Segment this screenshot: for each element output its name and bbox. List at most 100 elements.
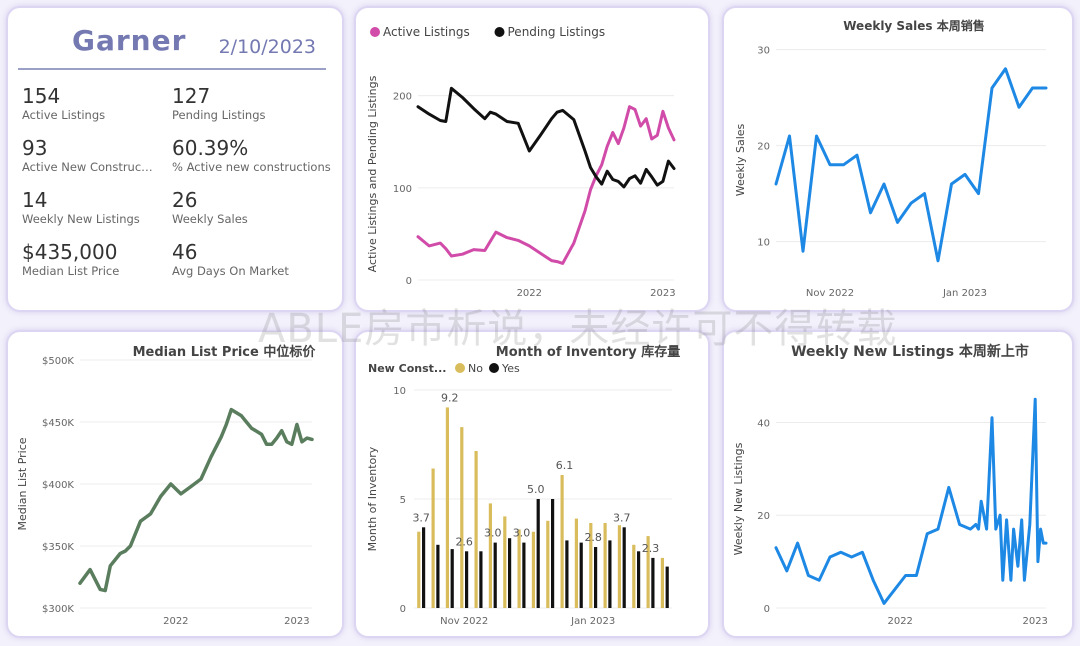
y-tick-label: 10 — [393, 386, 406, 397]
legend-label: Yes — [501, 362, 520, 375]
bar-yes — [608, 540, 612, 608]
data-label: 5.0 — [527, 483, 545, 496]
kpi-active-new-construction: 93 Active New Constructi... — [22, 136, 156, 174]
x-tick-label: Nov 2022 — [440, 616, 488, 627]
x-tick-label: 2023 — [650, 288, 675, 299]
kpi-pct-new-construction: 60.39% % Active new constructions — [172, 136, 338, 174]
y-tick-label: $300K — [42, 604, 74, 615]
bar-no — [503, 516, 507, 608]
x-tick-label: Jan 2023 — [570, 616, 615, 627]
data-label: 3.0 — [484, 527, 502, 540]
kpi-label: Median List Price — [22, 264, 120, 278]
active-pending-chart-card: 0 100 200 2022 2023 Active Listings and Pendi… — [354, 6, 710, 312]
y-axis-label: Median List Price — [16, 437, 29, 530]
weekly-new-listings-chart: 0 20 40 2022 2023 Weekly New Listings Weekly N… — [732, 343, 1048, 627]
bar-yes — [450, 549, 454, 608]
y-axis-label: Active Listings and Pending Listings — [366, 75, 379, 272]
legend-title: New Const... — [368, 362, 446, 375]
data-label: 9.2 — [441, 391, 459, 404]
chart-title: Month of Inventory 库存量 — [496, 344, 680, 360]
y-tick-label: 20 — [757, 511, 770, 522]
y-tick-label: 0 — [764, 604, 770, 615]
weekly-sales-chart: 10 20 30 Nov 2022 Jan 2023 Weekly Sales Weekly… — [734, 18, 1048, 299]
y-tick-label: 100 — [393, 184, 412, 195]
chart-title: Median List Price 中位标价 — [133, 344, 317, 360]
bar-no — [660, 557, 664, 608]
kpi-divider — [18, 68, 326, 70]
bar-no — [546, 520, 550, 608]
kpi-value: 93 — [22, 136, 48, 160]
bar-no — [632, 544, 636, 608]
kpi-label: Active Listings — [22, 108, 106, 122]
x-tick-label: 2023 — [284, 616, 309, 627]
bar-yes — [422, 527, 426, 608]
y-tick-label: 10 — [757, 238, 770, 249]
active-pending-chart: 0 100 200 2022 2023 Active Listings and Pendi… — [366, 25, 676, 299]
series-line-weekly-sales — [774, 67, 1048, 263]
weekly-sales-chart-card: 10 20 30 Nov 2022 Jan 2023 Weekly Sales Weekly… — [722, 6, 1074, 312]
bar-no — [488, 503, 492, 608]
series-line-active-listings — [416, 105, 676, 265]
bar-yes — [579, 542, 583, 608]
x-tick-label: Nov 2022 — [806, 288, 854, 299]
bar-no — [589, 523, 593, 608]
bar-no — [603, 523, 607, 608]
legend-marker — [370, 27, 380, 37]
y-tick-label: 200 — [393, 92, 412, 103]
y-tick-label: $400K — [42, 480, 74, 491]
median-list-price-chart-card: $300K $350K $400K $450K $500K 2022 2023 Median … — [6, 330, 344, 638]
bar-no — [445, 407, 449, 608]
data-label: 3.7 — [613, 511, 631, 524]
data-label: 6.1 — [556, 459, 574, 472]
y-tick-label: 20 — [757, 142, 770, 153]
weekly-new-listings-chart-card: 0 20 40 2022 2023 Weekly New Listings Weekly N… — [722, 330, 1074, 638]
bar-no — [617, 525, 621, 608]
legend-label: Active Listings — [383, 25, 470, 39]
kpi-label: Avg Days On Market — [172, 264, 289, 278]
legend-marker — [494, 27, 505, 37]
data-label: 3.7 — [412, 511, 430, 524]
report-date: 2/10/2023 — [218, 36, 316, 58]
bar-no — [460, 427, 464, 608]
series-line-weekly-new-listings — [774, 397, 1048, 605]
kpi-weekly-new-listings: 14 Weekly New Listings — [22, 188, 174, 226]
data-label: 2.6 — [455, 535, 473, 548]
bar-yes — [479, 551, 483, 608]
kpi-label: Pending Listings — [172, 108, 266, 122]
y-axis-label: Weekly Sales — [734, 123, 747, 196]
bar-no — [560, 475, 564, 608]
months-of-inventory-chart: 0 5 10 3.7 9.2 2.6 3.0 3.0 5.0 6.1 2.8 3.7 2.3 Nov 20… — [366, 344, 680, 627]
bar-yes — [565, 540, 569, 608]
bar-no — [431, 468, 435, 608]
y-tick-label: 30 — [757, 46, 770, 57]
bar-yes — [637, 551, 641, 608]
y-tick-label: 5 — [400, 495, 406, 506]
legend-label: No — [468, 362, 483, 375]
bar-yes — [465, 551, 469, 608]
kpi-value: 26 — [172, 188, 198, 212]
months-of-inventory-chart-card: 0 5 10 3.7 9.2 2.6 3.0 3.0 5.0 6.1 2.8 3.7 2.3 Nov 20… — [354, 330, 710, 638]
y-axis-label: Month of Inventory — [366, 446, 379, 551]
bar-no — [646, 536, 650, 608]
kpi-value: 60.39% — [172, 136, 249, 160]
kpi-label: Active New Constructi... — [22, 160, 156, 174]
chart-title: Weekly Sales 本周销售 — [843, 18, 985, 33]
y-tick-label: 0 — [406, 276, 412, 287]
data-label: 3.0 — [513, 527, 531, 540]
bar-no — [531, 531, 535, 608]
data-label: 2.8 — [584, 531, 602, 544]
bar-yes — [436, 544, 440, 608]
legend-marker — [489, 363, 499, 373]
bar-yes — [508, 538, 512, 608]
bar-yes — [522, 542, 526, 608]
bar-yes — [551, 499, 555, 608]
kpi-active-listings: 154 Active Listings — [22, 84, 174, 122]
y-axis-label: Weekly New Listings — [732, 442, 745, 555]
kpi-median-list-price: $435,000 Median List Price — [22, 240, 174, 278]
y-tick-label: 40 — [757, 418, 770, 429]
kpi-value: $435,000 — [22, 240, 118, 264]
bar-yes — [622, 527, 626, 608]
bar-no — [574, 518, 578, 608]
x-tick-label: 2022 — [887, 616, 912, 627]
legend-label: Pending Listings — [508, 25, 606, 39]
